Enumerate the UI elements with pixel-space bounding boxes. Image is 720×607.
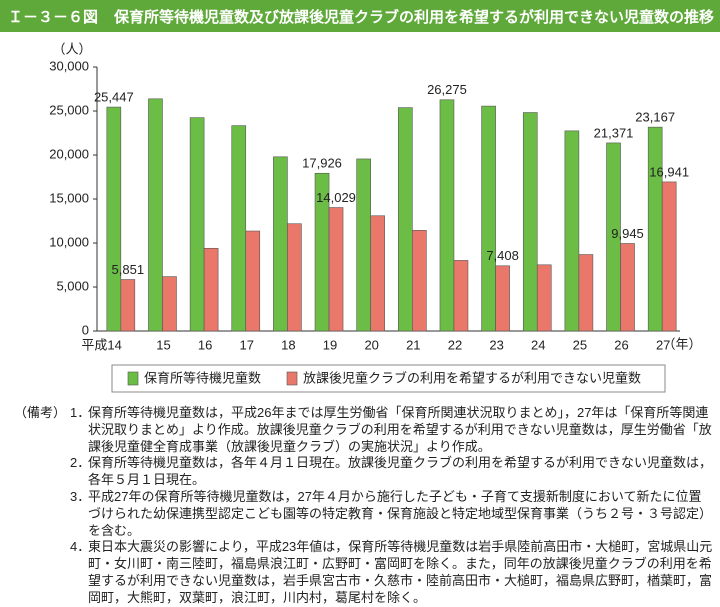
data-label: 25,447 (94, 90, 134, 105)
data-label: 9,945 (611, 226, 644, 241)
y-tick-label: 5,000 (56, 278, 89, 293)
note: 1． 保育所等待機児童数は，平成26年までは厚生労働省「保育所関連状況取りまとめ」… (70, 405, 714, 455)
note-text: 保育所等待機児童数は，各年４月１日現在。放課後児童クラブの利用を希望するが利用で… (88, 455, 713, 488)
bar (162, 276, 177, 332)
note-number: 4． (70, 539, 91, 555)
bar (453, 260, 469, 332)
y-tick-label: 25,000 (49, 102, 89, 117)
figure-number: Ｉ－３－６図 (8, 8, 99, 26)
legend-label: 放課後児童クラブの利用を希望するが利用できない児童数 (303, 370, 641, 385)
bar (106, 106, 122, 332)
bar (273, 156, 288, 332)
note-text: 平成27年の保育所等待機児童数は，27年４月から施行した子ども・子育て支援新制度… (88, 488, 713, 538)
note-number: 3． (70, 488, 91, 504)
bar (661, 181, 677, 332)
bar (287, 223, 302, 332)
data-label: 21,371 (594, 125, 634, 140)
notes: （備考） 1． 保育所等待機児童数は，平成26年までは厚生労働省「保育所関連状況取… (14, 405, 714, 607)
x-tick-label: 21 (406, 337, 420, 352)
x-tick-label: 16 (198, 337, 212, 352)
bar (231, 125, 247, 332)
bar (439, 99, 455, 332)
bar (203, 247, 219, 332)
bar (481, 105, 496, 332)
note-number: 1． (70, 405, 91, 420)
bar (522, 112, 538, 332)
note-text: 保育所等待機児童数は，平成26年までは厚生労働省「保育所関連状況取りまとめ」，2… (88, 405, 712, 454)
bar (189, 117, 205, 332)
bar (620, 243, 635, 332)
y-unit: （人） (52, 41, 91, 56)
data-label: 26,275 (427, 82, 467, 97)
bar (148, 98, 163, 332)
bar (536, 264, 552, 332)
bar (398, 107, 413, 332)
bar (578, 254, 594, 332)
header: Ｉ－３－６図 保育所等待機児童数及び放課後児童クラブの利用を希望するが利用できな… (0, 0, 720, 32)
data-label: 23,167 (635, 110, 675, 125)
data-label: 7,408 (486, 248, 519, 263)
legend-swatch (127, 371, 139, 386)
note: 4． 東日本大震災の影響により，平成23年値は，保育所等待機児童数は岩手県陸前高田… (70, 539, 714, 606)
bar (370, 215, 385, 332)
x-tick-label: 24 (531, 337, 545, 352)
data-label: 14,029 (316, 190, 356, 205)
bar (606, 142, 621, 332)
y-tick-label: 20,000 (49, 146, 89, 161)
x-tick-label: 17 (240, 337, 254, 352)
y-tick-label: 30,000 (49, 58, 89, 73)
data-label: 16,941 (649, 164, 689, 179)
legend-box (111, 364, 666, 393)
x-tick-label: 26 (614, 337, 628, 352)
x-tick-label: 23 (489, 337, 503, 352)
data-label: 17,926 (302, 156, 342, 171)
x-tick-label: 平成14 (81, 337, 121, 352)
x-tick-label: 25 (573, 337, 587, 352)
notes-label: （備考） (14, 405, 67, 420)
x-tick-label: 22 (448, 337, 462, 352)
x-tick-label: 15 (156, 337, 170, 352)
bar (412, 230, 427, 332)
y-tick-label: 10,000 (49, 234, 89, 249)
bar (564, 130, 580, 332)
x-unit: （年） (662, 336, 701, 351)
bar (245, 230, 261, 332)
note-text: 東日本大震災の影響により，平成23年値は，保育所等待機児童数は岩手県陸前高田市・… (88, 539, 713, 605)
x-tick-label: 18 (281, 337, 295, 352)
note: 3． 平成27年の保育所等待機児童数は，27年４月から施行した子ども・子育て支援新… (70, 489, 714, 539)
bar (328, 207, 344, 332)
bar (495, 265, 510, 332)
figure-title: 保育所等待機児童数及び放課後児童クラブの利用を希望するが利用できない児童数の推移 (114, 8, 715, 26)
bar (120, 279, 136, 332)
x-tick-label: 19 (323, 337, 337, 352)
chart: （人） （年） 0 5,000 10,000 15,000 20,000 25,000 30… (49, 41, 702, 393)
legend-label: 保育所等待機児童数 (144, 370, 261, 385)
data-label: 5,851 (112, 262, 145, 277)
note: 2． 保育所等待機児童数は，各年４月１日現在。放課後児童クラブの利用を希望するが利… (70, 455, 714, 489)
x-tick-label: 20 (364, 337, 378, 352)
bar (356, 158, 371, 332)
y-tick-label: 15,000 (49, 190, 89, 205)
y-tick-label: 0 (82, 322, 89, 337)
bar (647, 126, 663, 332)
legend-swatch (286, 371, 298, 386)
x-tick-label: 27 (656, 337, 670, 352)
note-number: 2． (70, 455, 91, 471)
